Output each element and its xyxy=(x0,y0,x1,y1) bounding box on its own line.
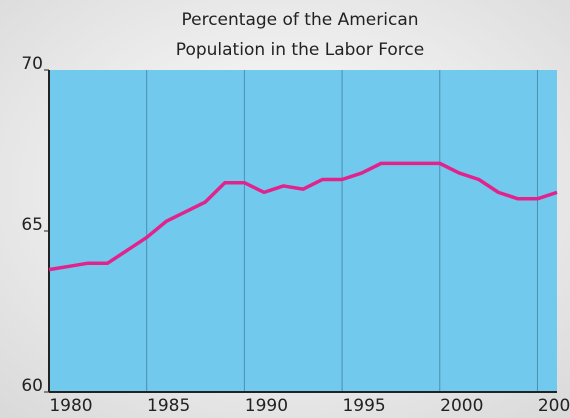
plot-area xyxy=(49,70,557,392)
y-tick-label: 65 xyxy=(21,215,43,235)
chart-title: Percentage of the American xyxy=(181,10,418,30)
chart-title: Population in the Labor Force xyxy=(176,40,424,60)
x-tick-label: 1985 xyxy=(147,396,190,416)
y-tick-label: 70 xyxy=(21,54,43,74)
x-tick-label: 1980 xyxy=(49,396,92,416)
x-tick-label: 1990 xyxy=(245,396,288,416)
y-tick-label: 60 xyxy=(21,376,43,396)
x-tick-label: 2000 xyxy=(440,396,483,416)
x-tick-label: 2005 xyxy=(538,396,570,416)
x-tick-label: 1995 xyxy=(342,396,385,416)
data-line xyxy=(48,161,558,272)
